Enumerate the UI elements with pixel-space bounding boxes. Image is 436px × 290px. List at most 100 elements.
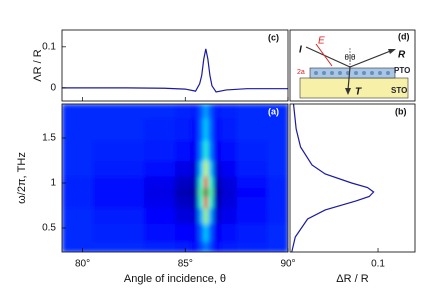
y-tick-label: 0.5 bbox=[42, 223, 56, 234]
heat-cell bbox=[62, 176, 94, 188]
y-tick-label: 0.1 bbox=[42, 41, 56, 52]
heat-cell bbox=[203, 187, 209, 197]
heat-cell bbox=[144, 104, 176, 119]
panel-label: (a) bbox=[268, 106, 279, 116]
heat-cell bbox=[207, 176, 214, 188]
field-label: E bbox=[318, 36, 325, 47]
heat-cell bbox=[175, 207, 191, 224]
heat-cell bbox=[190, 117, 200, 141]
heat-cell bbox=[213, 176, 222, 188]
heat-cell bbox=[213, 140, 222, 162]
heat-cell bbox=[175, 187, 191, 197]
heat-cell bbox=[221, 160, 238, 177]
heat-cell bbox=[175, 241, 191, 252]
heat-cell bbox=[267, 104, 288, 119]
heat-cell bbox=[207, 207, 214, 224]
heat-cell bbox=[207, 187, 214, 197]
data-line bbox=[62, 48, 288, 93]
y-axis-title: ω/2π, THz bbox=[16, 152, 28, 204]
heat-cell bbox=[236, 160, 268, 177]
substrate-label: STO bbox=[391, 86, 407, 95]
heat-cell bbox=[144, 117, 176, 141]
reflected-ray bbox=[349, 49, 394, 68]
heat-cell bbox=[190, 196, 200, 209]
heat-cell bbox=[190, 187, 200, 197]
x-axis-title: ΔR / R bbox=[336, 273, 368, 285]
heat-cell bbox=[207, 104, 214, 119]
heat-cell bbox=[221, 241, 238, 252]
heat-cell bbox=[203, 176, 209, 188]
heat-cell bbox=[92, 196, 145, 209]
heat-cell bbox=[190, 176, 200, 188]
heat-cell bbox=[92, 223, 145, 242]
heat-cell bbox=[190, 223, 200, 242]
heat-cell bbox=[207, 140, 214, 162]
panel-c-frame bbox=[61, 29, 289, 102]
heat-cell bbox=[203, 160, 209, 177]
incident-label: I bbox=[299, 45, 302, 56]
heat-cell bbox=[198, 117, 205, 141]
width-label: 2a bbox=[297, 69, 305, 76]
heat-cell bbox=[213, 117, 222, 141]
panel-label: (d) bbox=[398, 31, 410, 41]
schematic: (d) I E θ|θ R 2a PTO T STO bbox=[297, 31, 410, 99]
panel-b-frame bbox=[289, 103, 416, 253]
heat-cell bbox=[221, 104, 238, 119]
heat-cell bbox=[175, 196, 191, 209]
heat-cell bbox=[207, 117, 214, 141]
heat-cell bbox=[207, 223, 214, 242]
heat-cell bbox=[203, 140, 209, 162]
heat-cell bbox=[221, 207, 238, 224]
heat-cell bbox=[92, 117, 145, 141]
heat-cell bbox=[92, 104, 145, 119]
heat-cell bbox=[267, 241, 288, 252]
heat-cell bbox=[221, 176, 238, 188]
heat-cell bbox=[267, 223, 288, 242]
heatmap bbox=[62, 104, 288, 252]
heat-cell bbox=[62, 140, 94, 162]
y-axis-title: ΛR / R bbox=[32, 49, 44, 81]
heat-cell bbox=[198, 187, 205, 197]
heat-cell bbox=[175, 140, 191, 162]
heat-cell bbox=[236, 223, 268, 242]
y-tick-label: 0 bbox=[50, 83, 56, 94]
heat-cell bbox=[62, 223, 94, 242]
heat-cell bbox=[144, 207, 176, 224]
panel-d-frame bbox=[289, 29, 416, 102]
y-tick-label: 1 bbox=[50, 178, 56, 189]
heat-cell bbox=[203, 207, 209, 224]
heat-cell bbox=[207, 196, 214, 209]
heat-cell bbox=[62, 207, 94, 224]
heat-cell bbox=[267, 187, 288, 197]
heat-cell bbox=[236, 140, 268, 162]
heat-cell bbox=[190, 241, 200, 252]
heat-cell bbox=[92, 140, 145, 162]
heat-cell bbox=[198, 140, 205, 162]
heat-cell bbox=[144, 187, 176, 197]
heat-cell bbox=[221, 187, 238, 197]
heat-cell bbox=[62, 196, 94, 209]
heat-cell bbox=[198, 104, 205, 119]
heat-cell bbox=[213, 187, 222, 197]
heat-cell bbox=[92, 160, 145, 177]
heat-cell bbox=[213, 223, 222, 242]
heat-cell bbox=[207, 241, 214, 252]
heat-cell bbox=[267, 176, 288, 188]
heat-cell bbox=[62, 187, 94, 197]
field-vector bbox=[315, 43, 333, 67]
x-tick-label: 90° bbox=[280, 259, 295, 270]
heat-cell bbox=[144, 160, 176, 177]
heat-cell bbox=[175, 117, 191, 141]
heat-cell bbox=[92, 207, 145, 224]
x-tick-label: 0.1 bbox=[371, 259, 385, 270]
heat-cell bbox=[236, 117, 268, 141]
transmitted-ray bbox=[347, 66, 351, 91]
transmitted-label: T bbox=[355, 87, 362, 98]
heat-cell bbox=[221, 223, 238, 242]
heat-cell bbox=[213, 104, 222, 119]
heat-cell bbox=[236, 241, 268, 252]
panel-a-frame bbox=[61, 103, 289, 253]
heat-cell bbox=[175, 223, 191, 242]
heat-cell bbox=[198, 241, 205, 252]
heat-cell bbox=[92, 241, 145, 252]
